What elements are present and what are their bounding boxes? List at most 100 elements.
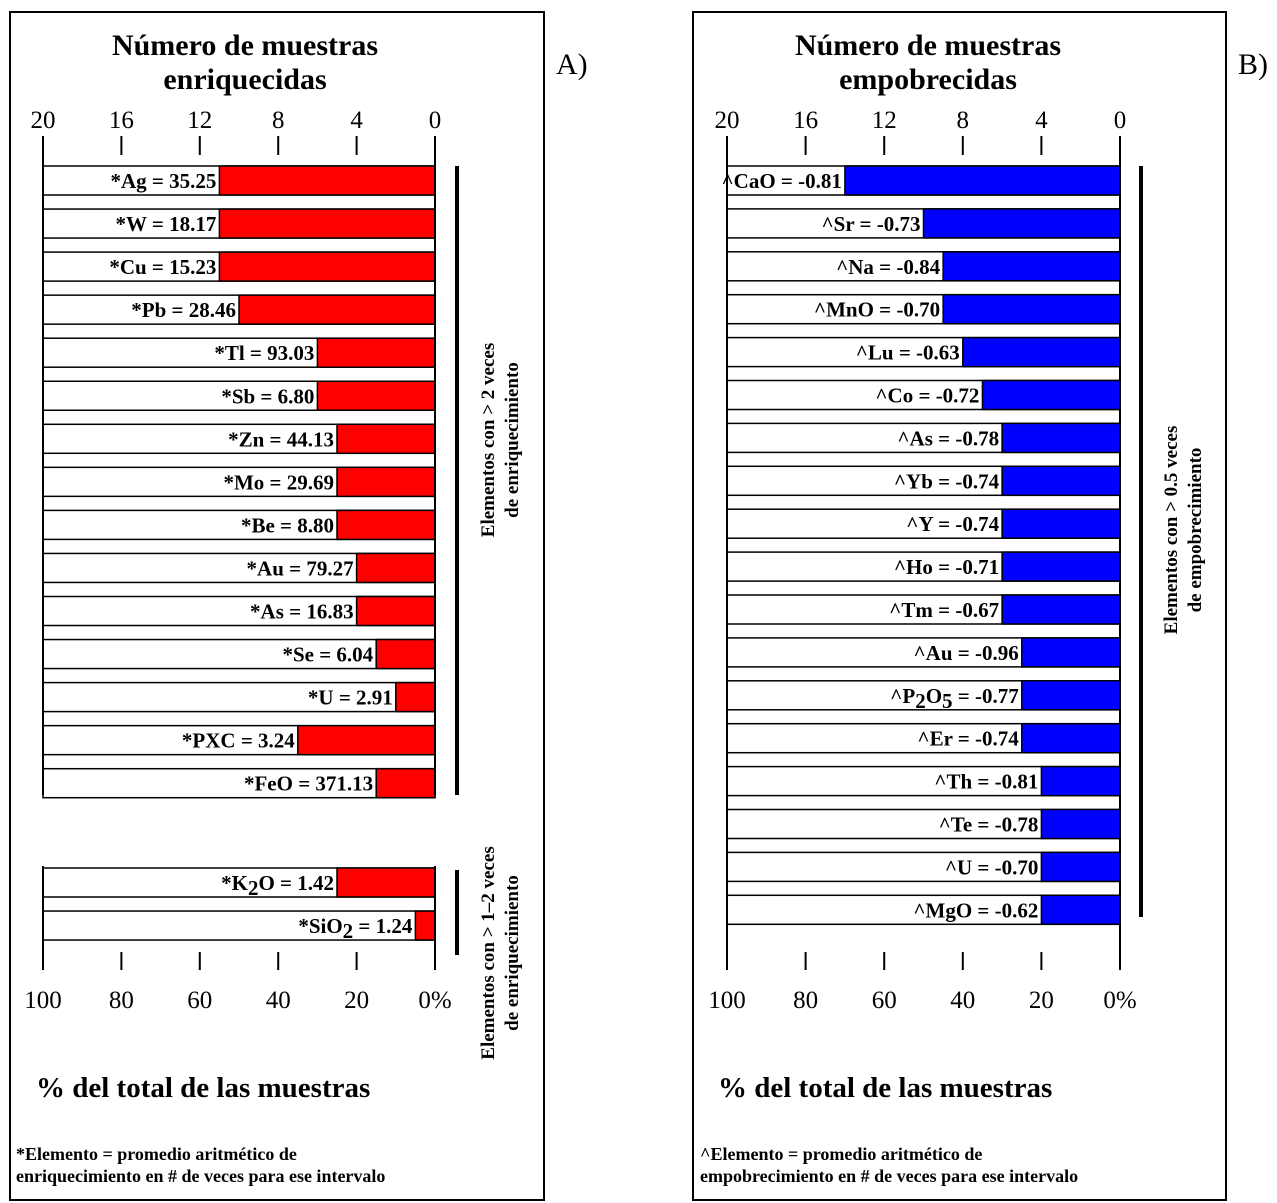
bar: [395, 681, 436, 713]
bottom-tick-label: 40: [950, 987, 975, 1014]
panel-b-footnote-line-2: empobrecimiento en # de veces para ese i…: [700, 1166, 1078, 1186]
bar-label: *Ag = 35.25: [111, 169, 217, 193]
top-tick-label: 12: [187, 107, 212, 134]
panel-a-footnote-line-2: enriquecimiento en # de veces para ese i…: [16, 1166, 385, 1186]
panel-a-group-note-1-line-2: de enriquecimiento: [502, 362, 523, 518]
panel-a: Número de muestras enriquecidas A) 20 16 1…: [9, 11, 588, 1201]
bar-label: *U = 2.91: [308, 686, 393, 710]
bottom-tick-label: 100: [24, 987, 62, 1014]
bar-label: ^Ho = -0.71: [894, 555, 999, 579]
bar: [1001, 508, 1121, 539]
panel-a-group-note-2-line-1: Elementos con > 1–2 veces: [478, 846, 499, 1059]
bar: [1040, 894, 1121, 926]
bar-label: ^Co = -0.72: [875, 384, 979, 408]
bar-label: *Zn = 44.13: [228, 427, 334, 451]
bar-label: *Mo = 29.69: [223, 470, 334, 494]
bar-label: *Tl = 93.03: [214, 341, 314, 365]
bar-label: ^Yb = -0.74: [894, 469, 1000, 493]
bar-label: ^U = -0.70: [945, 855, 1039, 879]
bar-label: *Be = 8.80: [241, 513, 334, 537]
panel-b-bars: ^CaO = -0.81 ^Sr = -0.73 ^Na = -0.84 ^MnO =…: [721, 165, 1121, 926]
bar-label: *As = 16.83: [250, 600, 354, 624]
panel-a-group-note-1-line-1: Elementos con > 2 veces: [478, 343, 499, 537]
bar: [316, 380, 436, 411]
bar-label: ^P2O5 = -0.77: [890, 684, 1019, 713]
bottom-tick-label: 80: [109, 987, 134, 1014]
panel-b-footnote-line-1: ^Elemento = promedio aritmético de: [700, 1144, 982, 1164]
panel-b-top-ticks: 20 16 12 8 4 0: [715, 107, 1126, 155]
bar: [238, 294, 436, 325]
top-tick-label: 20: [31, 107, 56, 134]
bar-label: ^Y = -0.74: [906, 512, 999, 536]
bar-label: ^CaO = -0.81: [721, 169, 841, 193]
bar: [218, 165, 436, 196]
bar: [942, 251, 1121, 282]
bar: [1001, 422, 1121, 454]
bar: [922, 208, 1121, 239]
bar-label: *W = 18.17: [116, 212, 217, 236]
bar: [844, 165, 1121, 196]
panel-a-label: A): [556, 48, 588, 81]
bar-label: *Cu = 15.23: [109, 255, 216, 279]
bar: [1021, 680, 1121, 711]
bar: [218, 251, 436, 282]
bar-label: *Pb = 28.46: [131, 298, 236, 322]
top-tick-label: 8: [272, 107, 285, 134]
bar-label: ^Lu = -0.63: [856, 341, 960, 365]
top-tick-label: 0: [429, 107, 442, 134]
bottom-tick-label: 20: [344, 987, 369, 1014]
panel-a-title-line-2: enriquecidas: [163, 63, 326, 96]
bottom-tick-label: 60: [187, 987, 212, 1014]
bar-label: ^Tm = -0.67: [889, 598, 999, 622]
panel-a-bottom-ticks: 100 80 60 40 20 0%: [24, 952, 452, 1014]
bar-label: *Au = 79.27: [247, 556, 354, 580]
bottom-tick-label: 20: [1029, 987, 1054, 1014]
bar: [981, 379, 1121, 411]
bar: [336, 423, 436, 455]
bar: [375, 638, 436, 670]
bar: [414, 910, 436, 941]
panel-b-frame: [692, 11, 1227, 1201]
bar-label: ^Au = -0.96: [913, 641, 1018, 665]
bar: [1040, 851, 1121, 883]
bar: [297, 724, 436, 756]
bar-label: *Se = 6.04: [282, 643, 373, 667]
bar: [355, 595, 436, 627]
panel-b-x-axis-label: % del total de las muestras: [718, 1072, 1052, 1104]
bottom-tick-label: 80: [793, 987, 818, 1014]
bar-label: *K2O = 1.42: [221, 871, 334, 900]
bar: [316, 337, 436, 368]
top-tick-label: 16: [793, 107, 818, 134]
top-tick-label: 4: [350, 107, 363, 134]
panel-a-frame: [9, 11, 545, 1201]
panel-a-x-axis-label: % del total de las muestras: [36, 1072, 370, 1104]
panel-a-top-ticks: 20 16 12 8 4 0: [31, 107, 442, 155]
bar: [1001, 594, 1121, 625]
bar: [336, 509, 436, 541]
bottom-tick-label: 60: [872, 987, 897, 1014]
top-tick-label: 4: [1035, 107, 1048, 134]
top-tick-label: 20: [715, 107, 740, 134]
bar-track: [42, 767, 436, 799]
bar: [336, 466, 436, 498]
bar: [1021, 637, 1121, 668]
panel-a-title-line-1: Número de muestras: [112, 29, 378, 62]
bottom-tick-label: 0%: [418, 987, 451, 1014]
panel-b-title-line-2: empobrecidas: [839, 63, 1017, 96]
panel-b-bottom-ticks: 100 80 60 40 20 0%: [708, 952, 1137, 1014]
bar: [942, 293, 1121, 325]
top-tick-label: 16: [109, 107, 134, 134]
bottom-tick-label: 100: [708, 987, 746, 1014]
bar-label: *PXC = 3.24: [182, 729, 295, 753]
bar-label: *Sb = 6.80: [221, 384, 314, 408]
bar-label: ^Na = -0.84: [836, 255, 941, 279]
bar-label: *SiO2 = 1.24: [298, 914, 413, 943]
panel-a-bars: *Ag = 35.25 *W = 18.17 *Cu = 15.23 *Pb = 28…: [42, 165, 436, 943]
bar-label: ^Sr = -0.73: [821, 212, 920, 236]
top-tick-label: 12: [872, 107, 897, 134]
bar: [1040, 765, 1121, 797]
top-tick-label: 8: [957, 107, 970, 134]
bar-label: ^Th = -0.81: [934, 770, 1038, 794]
bar: [355, 552, 436, 584]
